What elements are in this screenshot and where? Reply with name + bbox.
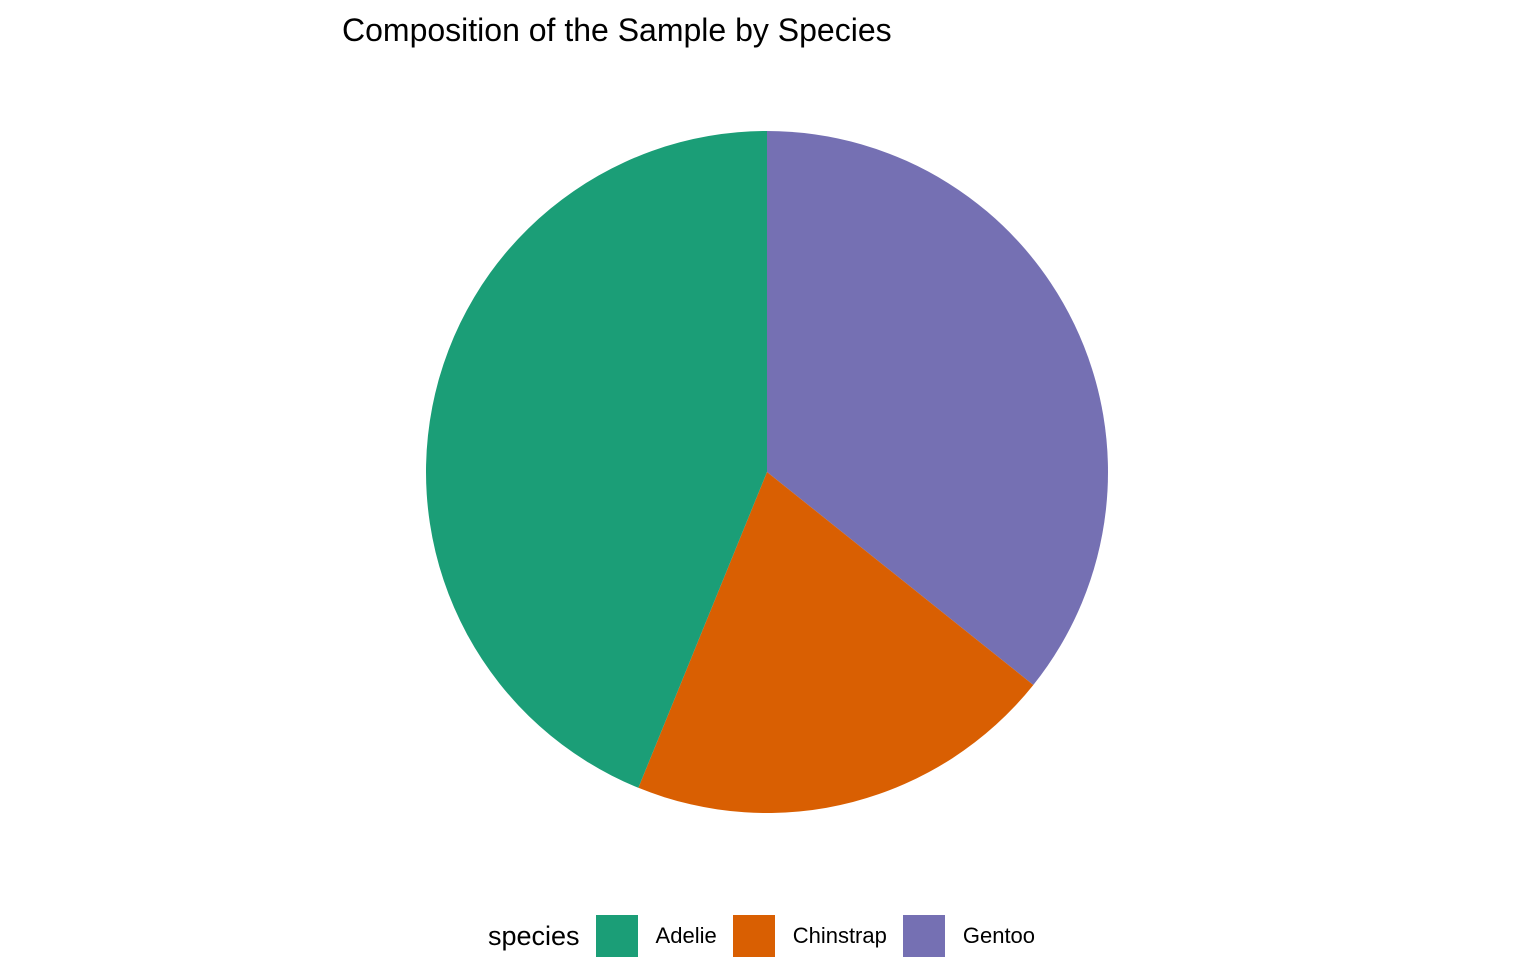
legend-item-chinstrap: Chinstrap xyxy=(732,915,887,957)
pie-slice-adelie xyxy=(426,131,767,788)
pie-slice-gentoo xyxy=(767,131,1108,685)
legend-item-adelie: Adelie xyxy=(595,915,717,957)
chart-title: Composition of the Sample by Species xyxy=(342,12,892,48)
legend-label-gentoo: Gentoo xyxy=(962,923,1036,948)
legend-label-chinstrap: Chinstrap xyxy=(792,923,887,948)
legend-label-adelie: Adelie xyxy=(655,923,717,948)
legend-title: species xyxy=(488,920,580,951)
pie-slice-chinstrap xyxy=(638,472,1034,813)
legend-item-gentoo: Gentoo xyxy=(902,915,1036,957)
legend: species Adelie Chinstrap Gentoo xyxy=(488,914,1051,958)
legend-swatch-gentoo xyxy=(902,915,945,957)
legend-swatch-chinstrap xyxy=(732,915,775,957)
legend-swatch-adelie xyxy=(595,915,638,957)
pie-slices xyxy=(426,131,1108,813)
